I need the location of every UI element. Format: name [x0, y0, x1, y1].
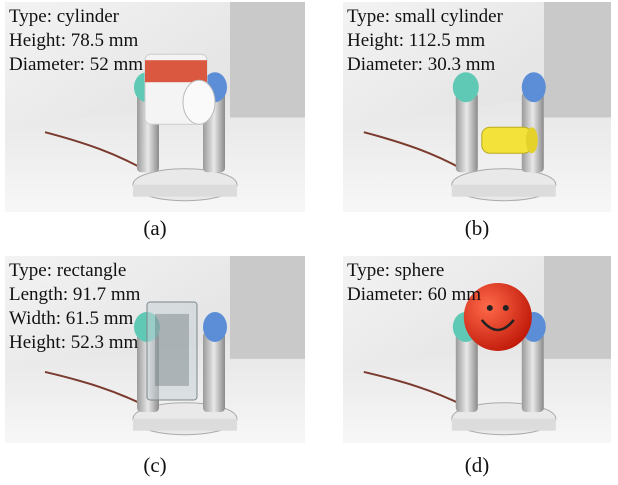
robot-fingertip	[453, 72, 479, 102]
robot-finger	[456, 332, 478, 412]
object-end	[526, 127, 538, 153]
object-eye	[487, 305, 493, 311]
robot-base-side	[452, 185, 556, 197]
robot-fingertip	[522, 72, 546, 102]
panel: Type: sphere Diameter: 60 mm	[343, 256, 611, 443]
panel: Type: rectangle Length: 91.7 mm Width: 61.…	[5, 256, 305, 443]
photo-wall-shadow	[230, 256, 305, 359]
robot-base-side	[133, 419, 237, 431]
overlay-text: Length: 91.7 mm	[9, 284, 141, 305]
overlay-text: Diameter: 52 mm	[9, 54, 143, 75]
object-label	[145, 60, 207, 82]
robot-finger	[456, 92, 478, 172]
photo-wall-shadow	[230, 2, 305, 118]
overlay-text: Height: 112.5 mm	[347, 30, 485, 51]
overlay-text: Type: sphere	[347, 260, 444, 281]
panel-caption: (a)	[143, 216, 166, 240]
figure: Type: cylinder Height: 78.5 mm Diameter: 5…	[0, 0, 618, 485]
panel: Type: small cylinder Height: 112.5 mm Diam…	[343, 2, 611, 212]
robot-finger	[522, 332, 544, 412]
robot-base-side	[452, 419, 556, 431]
panel: Type: cylinder Height: 78.5 mm Diameter: 5…	[5, 2, 305, 212]
overlay-text: Height: 52.3 mm	[9, 332, 139, 353]
overlay-text: Type: small cylinder	[347, 6, 504, 27]
overlay-text: Type: rectangle	[9, 260, 126, 281]
photo-wall-shadow	[544, 2, 611, 118]
robot-fingertip	[203, 312, 227, 342]
panel-caption: (d)	[465, 453, 490, 477]
panel-caption: (c)	[143, 453, 166, 477]
panel-caption: (b)	[465, 216, 490, 240]
object-cap	[183, 80, 215, 124]
overlay-text: Diameter: 30.3 mm	[347, 54, 495, 75]
object-eye	[503, 305, 509, 311]
overlay-text: Width: 61.5 mm	[9, 308, 134, 329]
overlay-text: Type: cylinder	[9, 6, 120, 27]
overlay-text: Diameter: 60 mm	[347, 284, 481, 305]
robot-base-side	[133, 185, 237, 197]
object-small-cylinder	[482, 127, 532, 153]
robot-finger	[203, 332, 225, 412]
object-rectangle-inner	[155, 314, 189, 386]
photo-wall-shadow	[544, 256, 611, 359]
overlay-text: Height: 78.5 mm	[9, 30, 139, 51]
